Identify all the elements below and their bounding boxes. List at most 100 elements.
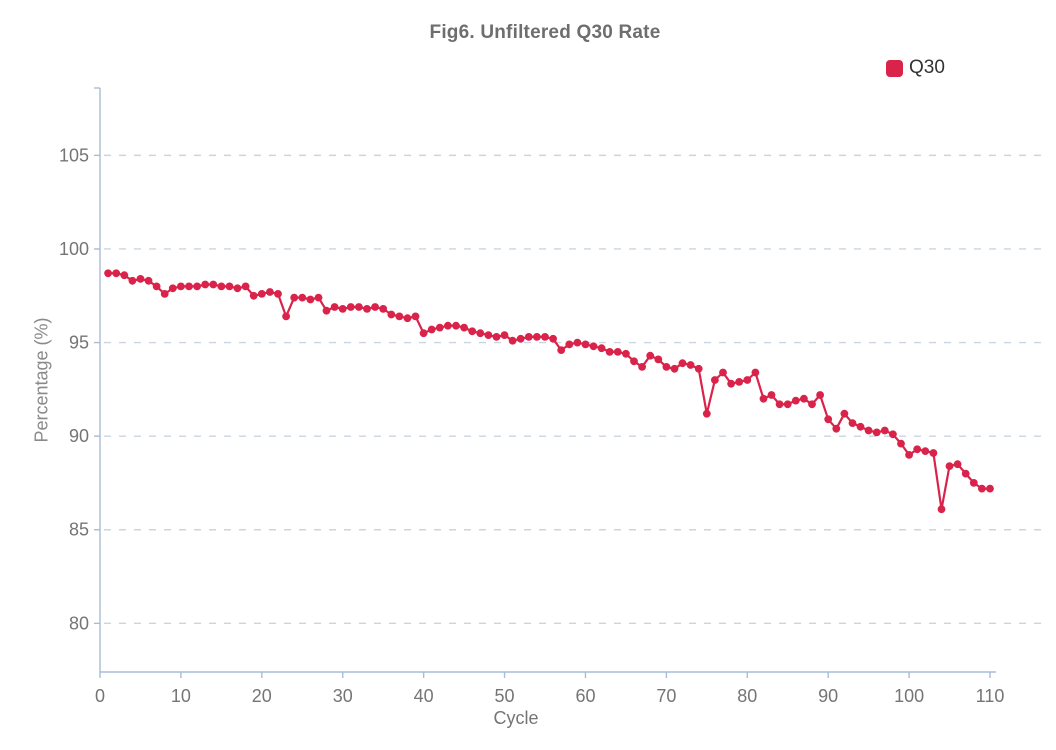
- y-tick-label-100: 100: [59, 239, 89, 259]
- data-point-q30-71: [670, 364, 679, 373]
- data-point-q30-22: [274, 290, 282, 298]
- data-point-q30-61: [589, 342, 598, 351]
- data-point-q30-68: [646, 351, 655, 360]
- y-tick-label-90: 90: [69, 426, 89, 446]
- data-point-q30-27: [314, 293, 323, 302]
- data-point-q30-47: [476, 329, 485, 338]
- data-point-q30-103: [929, 449, 938, 457]
- data-point-q30-72: [678, 359, 687, 368]
- data-point-q30-93: [848, 419, 857, 427]
- data-point-q30-105: [945, 462, 954, 470]
- data-point-q30-64: [613, 348, 622, 356]
- data-point-q30-14: [209, 280, 218, 289]
- legend-item-q30[interactable]: Q30: [886, 57, 945, 79]
- data-point-q30-12: [193, 282, 202, 291]
- data-point-q30-40: [419, 329, 428, 338]
- data-point-q30-96: [872, 428, 881, 437]
- data-point-q30-52: [516, 334, 525, 343]
- data-point-q30-41: [427, 325, 436, 334]
- data-point-q30-17: [233, 284, 242, 293]
- data-point-q30-67: [638, 363, 646, 371]
- data-point-q30-9: [168, 284, 177, 293]
- data-point-q30-20: [257, 290, 266, 298]
- x-tick-label-50: 50: [495, 686, 515, 706]
- data-point-q30-25: [298, 293, 307, 302]
- data-point-q30-83: [767, 391, 776, 399]
- data-point-q30-35: [379, 305, 388, 313]
- data-point-q30-53: [524, 333, 533, 341]
- data-point-q30-6: [144, 276, 153, 285]
- y-tick-label-95: 95: [69, 333, 89, 353]
- data-point-q30-26: [306, 295, 315, 304]
- y-tick-label-105: 105: [59, 145, 89, 165]
- data-point-q30-11: [185, 282, 193, 291]
- data-point-q30-37: [395, 312, 404, 321]
- data-point-q30-16: [225, 282, 234, 291]
- data-point-q30-28: [322, 306, 331, 315]
- data-point-q30-1: [104, 269, 112, 278]
- data-point-q30-102: [921, 447, 930, 455]
- data-point-q30-48: [484, 331, 493, 339]
- data-point-q30-7: [152, 282, 161, 291]
- x-tick-label-10: 10: [171, 686, 191, 706]
- data-point-q30-86: [791, 396, 800, 405]
- x-tick-label-100: 100: [894, 686, 924, 706]
- legend-swatch-icon: [886, 59, 903, 77]
- data-point-q30-18: [241, 282, 250, 291]
- data-point-q30-36: [387, 310, 396, 319]
- data-point-q30-91: [832, 424, 841, 433]
- x-tick-label-60: 60: [575, 686, 595, 706]
- data-point-q30-49: [492, 333, 501, 341]
- data-point-q30-43: [444, 321, 452, 330]
- legend-label: Q30: [909, 57, 945, 78]
- y-tick-label-85: 85: [69, 520, 89, 540]
- x-axis-title: Cycle: [493, 708, 539, 728]
- data-point-q30-89: [816, 391, 824, 399]
- data-point-q30-24: [290, 293, 299, 302]
- data-point-q30-92: [840, 409, 849, 418]
- data-point-q30-32: [355, 303, 363, 311]
- data-point-q30-110: [986, 484, 994, 493]
- data-point-q30-79: [735, 378, 744, 386]
- data-point-q30-21: [266, 288, 274, 296]
- x-tick-label-90: 90: [818, 686, 838, 706]
- data-point-q30-3: [120, 271, 129, 280]
- data-point-q30-78: [727, 379, 735, 388]
- data-point-q30-98: [889, 430, 897, 439]
- data-point-q30-104: [937, 505, 946, 514]
- data-point-q30-54: [533, 333, 541, 341]
- data-point-q30-31: [346, 303, 355, 311]
- data-point-q30-38: [403, 314, 412, 323]
- data-point-q30-85: [783, 400, 792, 409]
- x-tick-label-0: 0: [95, 686, 105, 706]
- data-point-q30-87: [800, 394, 808, 403]
- data-point-q30-107: [961, 469, 970, 478]
- data-point-q30-19: [249, 291, 258, 300]
- data-point-q30-34: [371, 303, 379, 311]
- data-point-q30-74: [694, 364, 703, 373]
- data-point-q30-73: [686, 361, 695, 369]
- data-point-q30-65: [622, 349, 630, 358]
- x-tick-label-80: 80: [737, 686, 757, 706]
- data-point-q30-77: [719, 368, 727, 377]
- x-tick-label-70: 70: [656, 686, 676, 706]
- data-point-q30-10: [177, 282, 185, 291]
- data-point-q30-46: [468, 327, 477, 336]
- data-point-q30-30: [338, 305, 347, 313]
- x-tick-label-40: 40: [414, 686, 434, 706]
- y-axis-title-text: Percentage (%): [31, 317, 52, 443]
- data-point-q30-4: [128, 276, 137, 285]
- data-point-q30-90: [824, 415, 833, 424]
- data-point-q30-108: [969, 479, 978, 487]
- x-tick-label-110: 110: [976, 686, 1005, 706]
- series-line-q30: [107, 272, 992, 511]
- data-point-q30-55: [541, 333, 549, 341]
- data-point-q30-44: [452, 321, 460, 330]
- data-point-q30-95: [864, 426, 873, 435]
- data-point-q30-29: [330, 303, 339, 311]
- data-point-q30-76: [711, 376, 719, 384]
- data-point-q30-69: [654, 355, 663, 364]
- data-point-q30-13: [201, 280, 210, 289]
- data-point-q30-2: [112, 269, 121, 278]
